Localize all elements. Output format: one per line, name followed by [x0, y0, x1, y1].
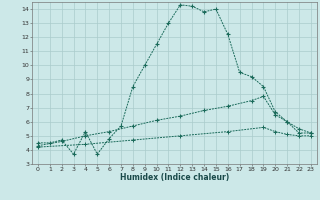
X-axis label: Humidex (Indice chaleur): Humidex (Indice chaleur) — [120, 173, 229, 182]
